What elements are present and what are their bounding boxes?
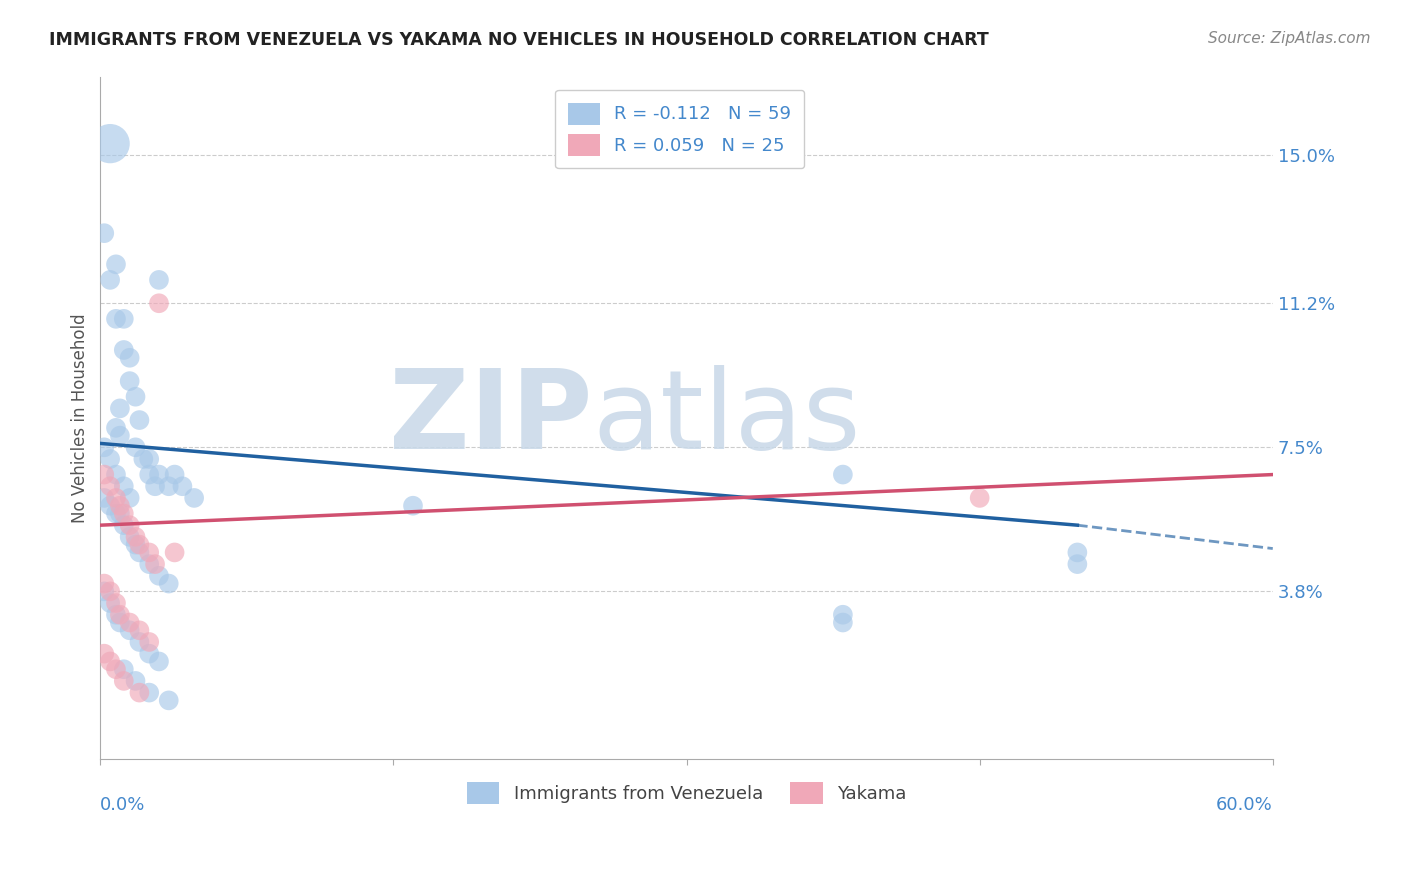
Point (124, 673, 146, 688)
Point (104, 467, 127, 482)
Point (118, 351, 141, 365)
Point (128, 685, 150, 699)
Point (148, 655, 170, 669)
Point (98, 655, 121, 669)
Point (138, 452, 160, 467)
Point (93, 440, 115, 454)
Point (128, 538, 150, 552)
Point (108, 507, 131, 521)
Point (138, 685, 160, 699)
Point (157, 479, 180, 493)
Point (93, 226, 115, 240)
Point (112, 479, 135, 493)
Point (402, 499, 425, 513)
Point (93, 584, 115, 599)
Point (98, 596, 121, 610)
Text: 0.0%: 0.0% (100, 797, 146, 814)
Point (112, 507, 135, 521)
Point (108, 615, 131, 630)
Point (831, 615, 853, 630)
Text: Source: ZipAtlas.com: Source: ZipAtlas.com (1208, 31, 1371, 46)
Point (124, 538, 146, 552)
Point (118, 374, 141, 388)
Point (138, 557, 160, 571)
Point (98, 584, 121, 599)
Point (104, 311, 127, 326)
Point (104, 491, 127, 505)
Point (104, 421, 127, 435)
Point (93, 491, 115, 505)
Point (104, 607, 127, 622)
Point (831, 467, 853, 482)
Point (108, 607, 131, 622)
Point (128, 624, 150, 638)
Point (148, 296, 170, 310)
Point (112, 673, 135, 688)
Point (148, 467, 170, 482)
Point (112, 518, 135, 533)
Point (143, 479, 166, 493)
Point (98, 479, 121, 493)
Point (163, 467, 186, 482)
Point (104, 257, 127, 271)
Point (1066, 545, 1088, 559)
Point (118, 624, 141, 638)
Text: 60.0%: 60.0% (1216, 797, 1272, 814)
Point (128, 635, 150, 649)
Point (112, 662, 135, 676)
Point (157, 576, 180, 591)
Point (104, 662, 127, 676)
Point (112, 311, 135, 326)
Text: atlas: atlas (593, 365, 862, 472)
Text: IMMIGRANTS FROM VENEZUELA VS YAKAMA NO VEHICLES IN HOUSEHOLD CORRELATION CHART: IMMIGRANTS FROM VENEZUELA VS YAKAMA NO V… (49, 31, 988, 49)
Point (118, 518, 141, 533)
Point (138, 647, 160, 661)
Point (1066, 557, 1088, 571)
Point (124, 390, 146, 404)
Point (157, 693, 180, 707)
Point (104, 596, 127, 610)
Point (118, 491, 141, 505)
Point (148, 273, 170, 287)
Point (138, 467, 160, 482)
Point (138, 545, 160, 559)
Point (98, 452, 121, 467)
Point (104, 507, 127, 521)
Point (108, 499, 131, 513)
Legend: Immigrants from Venezuela, Yakama: Immigrants from Venezuela, Yakama (460, 774, 914, 811)
Point (138, 635, 160, 649)
Text: ZIP: ZIP (389, 365, 593, 472)
Point (124, 530, 146, 544)
Point (98, 499, 121, 513)
Point (108, 428, 131, 442)
Y-axis label: No Vehicles in Household: No Vehicles in Household (72, 313, 89, 523)
Point (132, 452, 155, 467)
Point (128, 545, 150, 559)
Point (93, 467, 115, 482)
Point (98, 136, 121, 151)
Point (93, 576, 115, 591)
Point (172, 479, 194, 493)
Point (118, 530, 141, 544)
Point (108, 401, 131, 416)
Point (98, 273, 121, 287)
Point (148, 569, 170, 583)
Point (163, 545, 186, 559)
Point (112, 343, 135, 357)
Point (143, 557, 166, 571)
Point (831, 607, 853, 622)
Point (969, 491, 991, 505)
Point (124, 440, 146, 454)
Point (128, 413, 150, 427)
Point (183, 491, 205, 505)
Point (93, 647, 115, 661)
Point (118, 615, 141, 630)
